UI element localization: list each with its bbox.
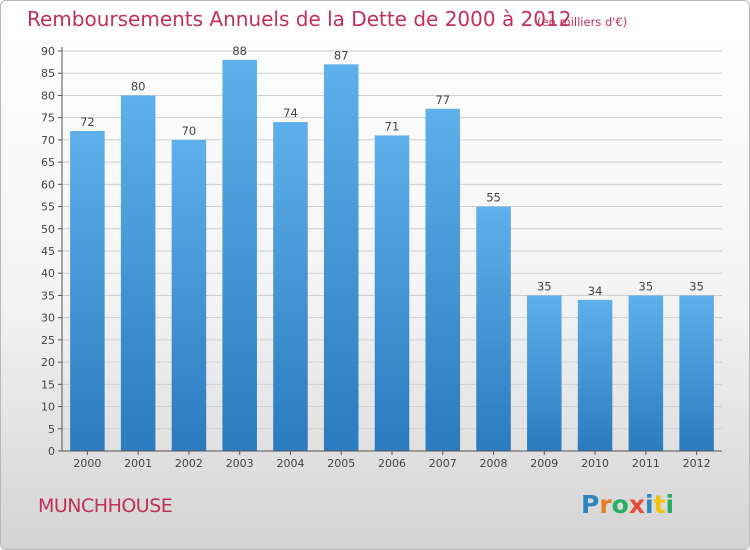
bar [425,108,461,452]
logo-letter: i [665,490,675,519]
y-tick-label: 35 [41,289,55,302]
logo-letter: r [599,490,612,519]
data-label: 34 [588,284,603,298]
data-label: 35 [639,279,654,293]
data-label: 74 [283,106,298,120]
x-tick-label: 2001 [124,457,152,470]
bar [374,135,410,451]
data-label: 70 [182,124,197,138]
y-tick-label: 30 [41,312,55,325]
x-tick-label: 2000 [73,457,101,470]
logo-letter: i [645,490,654,519]
data-label: 88 [232,44,247,58]
bar [70,131,105,451]
x-tick-label: 2003 [226,457,254,470]
bar [527,295,562,451]
y-tick-label: 75 [41,112,55,125]
x-tick-label: 2009 [530,457,558,470]
bar [323,64,359,452]
bar [628,295,664,451]
data-label: 80 [131,79,146,93]
x-tick-label: 2007 [429,457,457,470]
y-tick-label: 20 [41,356,55,369]
y-tick-label: 5 [48,423,55,436]
y-tick-label: 0 [48,445,55,458]
commune-name: MUNCHHOUSE [38,495,173,517]
y-tick-label: 65 [41,156,55,169]
bar [679,295,714,451]
bar [577,299,613,451]
y-tick-label: 60 [41,178,55,191]
bar [476,206,511,451]
data-label: 72 [80,115,95,129]
x-tick-label: 2004 [276,457,304,470]
logo-letter: t [653,490,666,519]
bar [222,59,257,452]
bar [273,122,308,451]
axes: 0 5 10 15 20 25 30 35 40 45 50 55 60 65 70 75 80 85 90 2000… [41,45,722,470]
x-tick-label: 2005 [327,457,355,470]
x-tick-label: 2002 [175,457,203,470]
x-tick-label: 2006 [378,457,406,470]
y-tick-label: 80 [41,89,55,102]
y-tick-label: 25 [41,334,55,347]
x-tick-label: 2008 [480,457,508,470]
x-tick-label: 2012 [683,457,711,470]
bars: 72 80 70 88 74 87 71 77 55 35 34 35 35 [70,44,714,452]
y-tick-label: 70 [41,134,55,147]
y-tick-label: 90 [41,45,55,58]
y-tick-label: 85 [41,67,55,80]
bar [120,95,156,451]
y-tick-label: 15 [41,378,55,391]
chart-title: Remboursements Annuels de la Dette de 20… [27,7,572,31]
data-label: 35 [537,279,552,293]
chart-subtitle: (en milliers d'€) [537,15,628,29]
y-tick-label: 50 [41,223,55,236]
data-label: 77 [435,93,450,107]
x-tick-label: 2011 [632,457,660,470]
y-tick-label: 45 [41,245,55,258]
data-label: 35 [689,279,704,293]
logo-letter: P [581,490,600,519]
logo-letter: x [628,490,645,519]
bar [171,139,207,451]
x-tick-label: 2010 [581,457,609,470]
logo-letter: o [611,490,629,519]
proxiti-logo: Proxiti [581,490,674,519]
y-tick-label: 55 [41,201,55,214]
data-label: 87 [334,48,349,62]
y-tick-label: 40 [41,267,55,280]
data-label: 55 [486,191,501,205]
data-label: 71 [385,119,400,133]
y-tick-label: 10 [41,401,55,414]
